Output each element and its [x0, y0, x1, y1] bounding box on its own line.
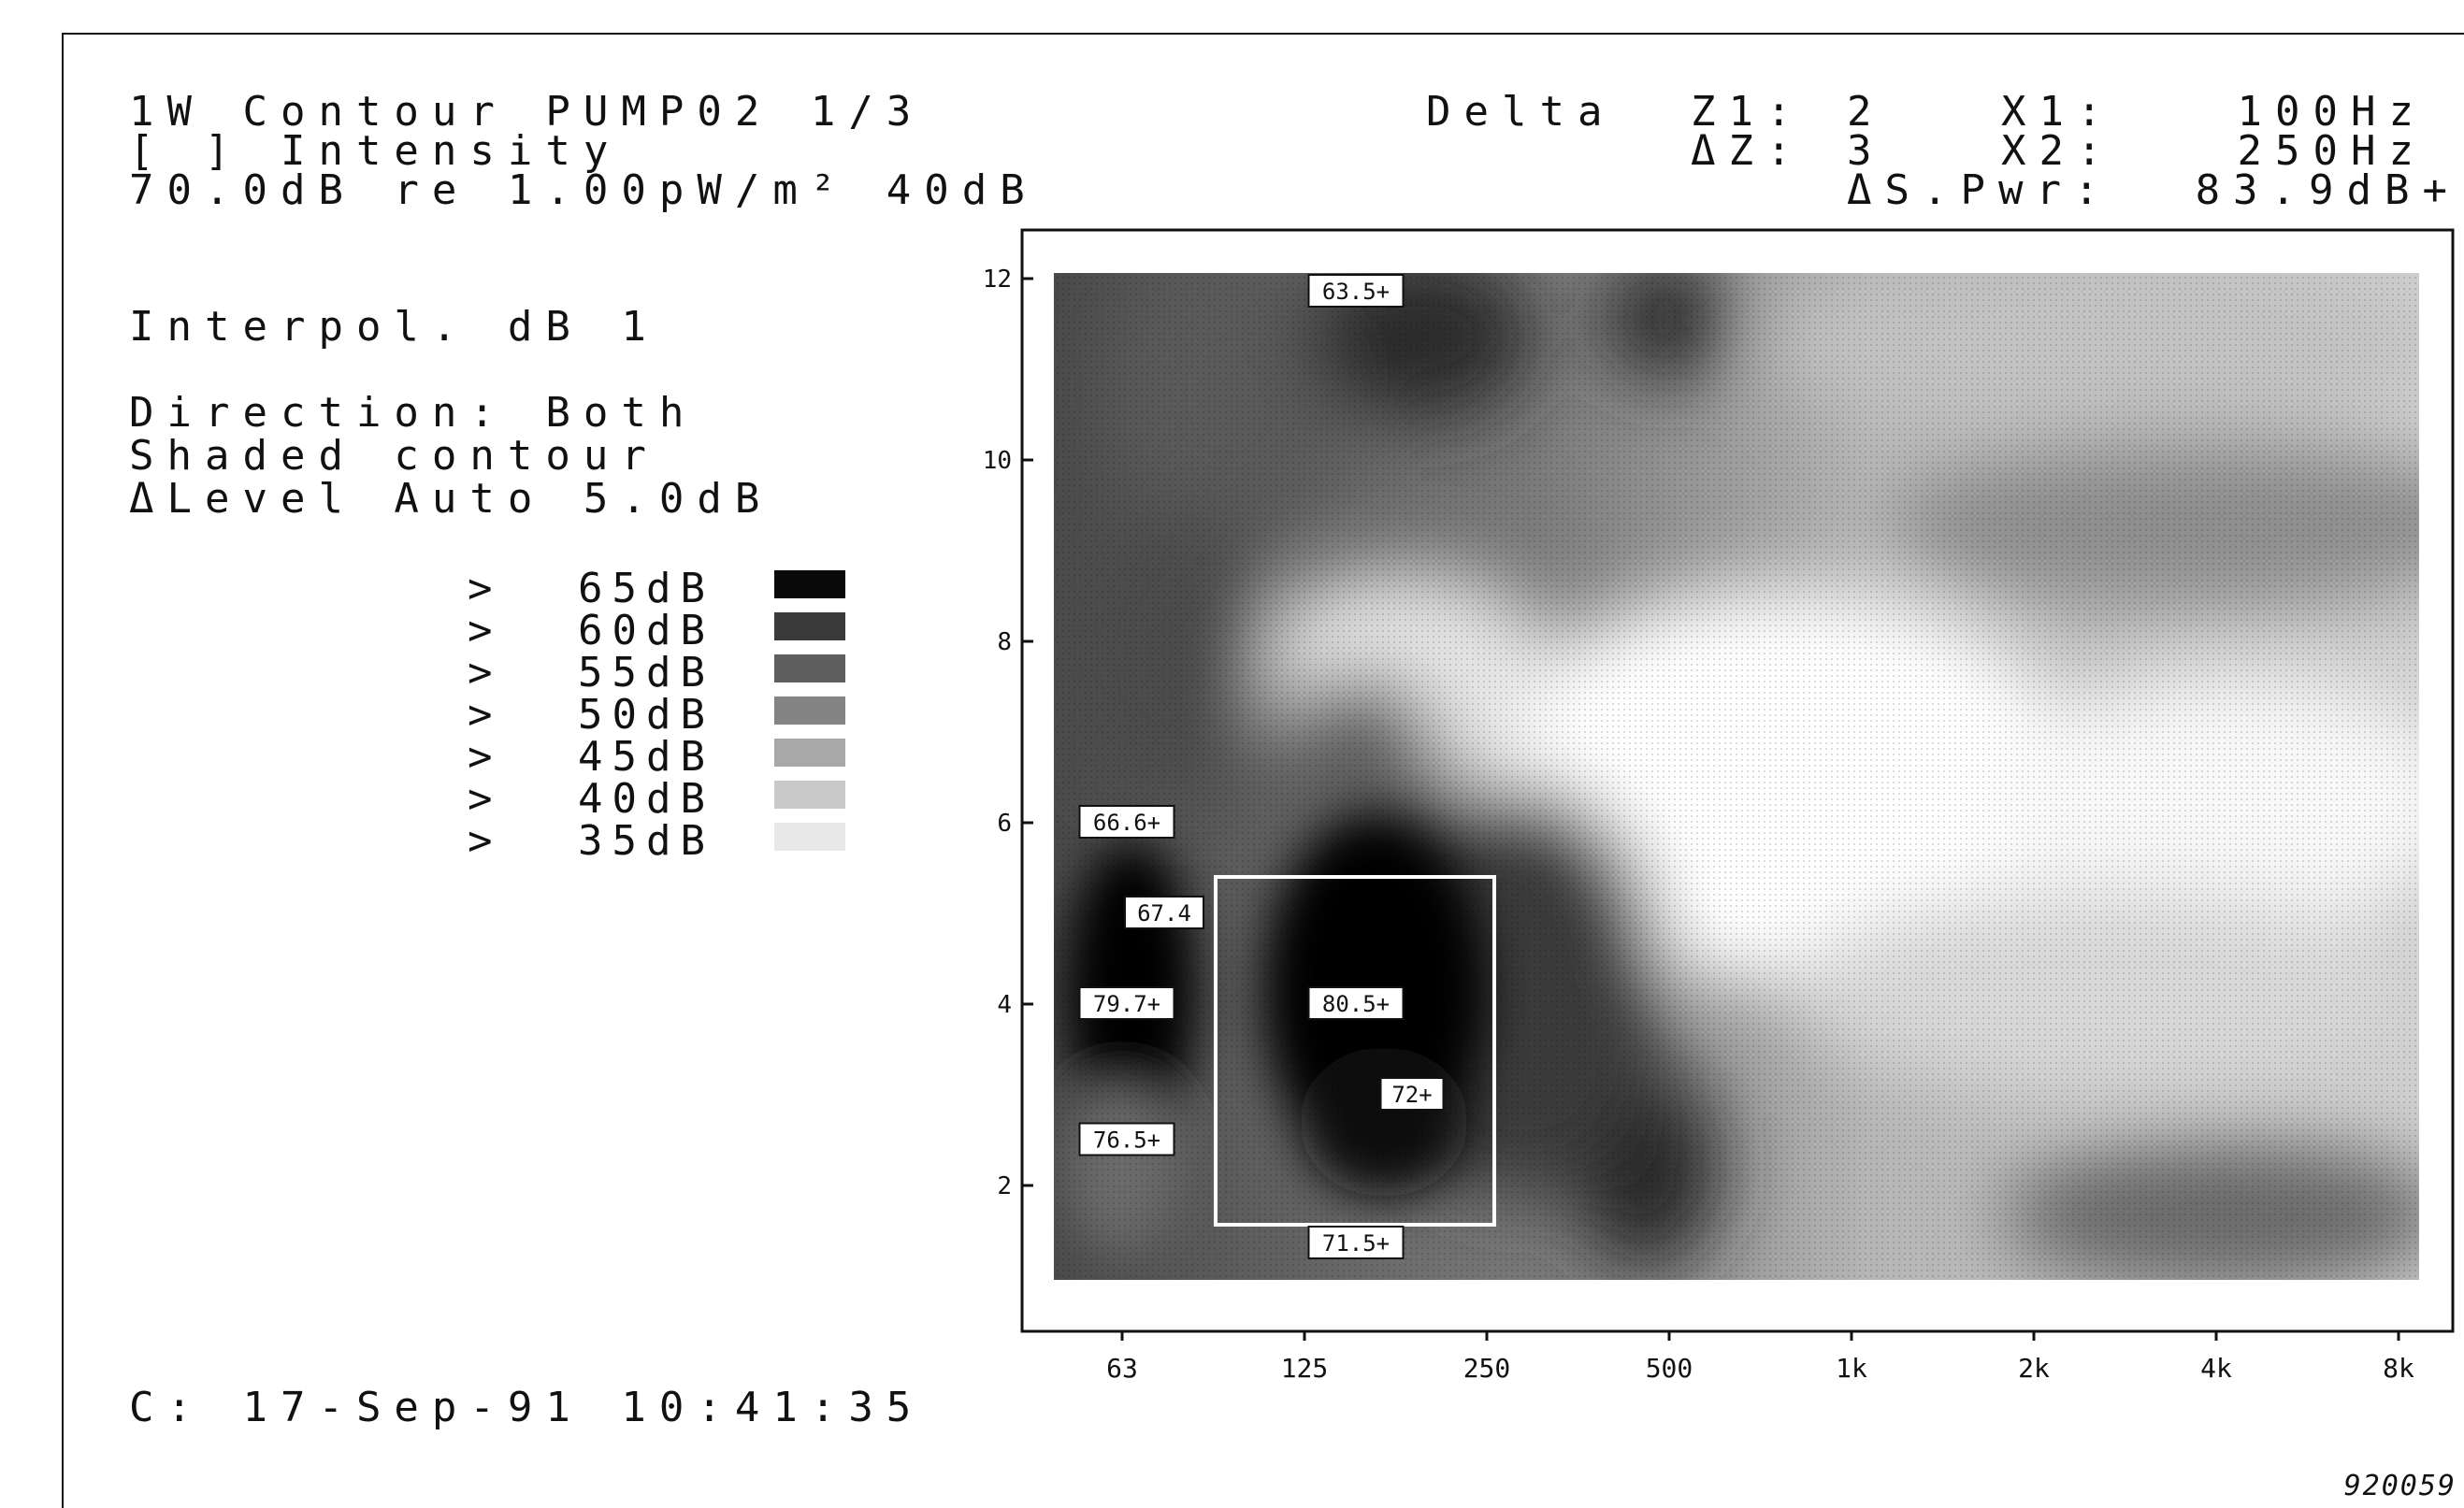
svg-text:72+: 72+: [1391, 1082, 1432, 1108]
y-tick-label: 4: [997, 991, 1012, 1019]
dz-value: 3: [1847, 127, 1885, 175]
cell-label: 79.7+: [1078, 986, 1175, 1020]
z1-value: 2: [1847, 88, 1885, 136]
x1-label: X1:: [2001, 88, 2115, 136]
legend-level-label: 60dB: [578, 607, 714, 654]
svg-text:80.5+: 80.5+: [1322, 991, 1390, 1017]
legend-swatch: [774, 781, 845, 809]
legend-swatch: [774, 570, 845, 598]
x2-value: 250Hz: [2237, 127, 2427, 175]
header-title: 1W Contour PUMP02 1/3: [129, 88, 925, 136]
cell-labels: 63.5+ 66.6+ 67.4 79.7+ 80.5+ 72+ 76.5+ 71.5+: [1078, 274, 1445, 1259]
x-axis: 63 125 250 500 1k 2k 4k 8k: [1106, 1331, 2414, 1384]
legend-marker: >: [468, 691, 502, 739]
y-tick-label: 10: [983, 447, 1012, 475]
legend-swatch: [774, 823, 845, 851]
x-tick-label: 4k: [2200, 1353, 2232, 1384]
shading-setting: Shaded contour: [129, 432, 659, 480]
x-tick-label: 1k: [1836, 1353, 1867, 1384]
x-tick-label: 2k: [2018, 1353, 2050, 1384]
x-tick-label: 250: [1463, 1353, 1511, 1384]
legend-swatch: [774, 739, 845, 767]
svg-text:71.5+: 71.5+: [1322, 1230, 1390, 1257]
legend-level-label: 35dB: [578, 817, 714, 865]
y-tick-label: 6: [997, 810, 1012, 838]
level-setting: ΔLevel Auto 5.0dB: [129, 475, 773, 523]
svg-text:67.4: 67.4: [1137, 900, 1191, 926]
legend-marker: >: [468, 565, 502, 612]
spwr-label: ΔS.Pwr:: [1847, 166, 2112, 214]
cell-label: 80.5+: [1307, 986, 1405, 1020]
legend-marker: >: [468, 607, 502, 654]
y-tick-label: 12: [983, 266, 1012, 294]
legend-swatch: [774, 697, 845, 725]
x-tick-label: 8k: [2383, 1353, 2414, 1384]
report-frame: [62, 33, 2464, 1508]
cell-label: 71.5+: [1307, 1226, 1405, 1259]
timestamp: C: 17-Sep-91 10:41:35: [129, 1384, 925, 1431]
legend-level-label: 40dB: [578, 775, 714, 823]
cell-label: 67.4: [1124, 896, 1204, 929]
legend-level-label: 65dB: [578, 565, 714, 612]
x-tick-label: 63: [1106, 1353, 1138, 1384]
direction-setting: Direction: Both: [129, 389, 698, 437]
selection-box: [1214, 875, 1496, 1227]
header-reference: 70.0dB re 1.00pW/m² 40dB: [129, 166, 1038, 214]
y-tick-label: 2: [997, 1172, 1012, 1200]
legend-marker: >: [468, 733, 502, 781]
legend-level-label: 55dB: [578, 649, 714, 697]
legend-marker: >: [468, 649, 502, 697]
legend-level-label: 50dB: [578, 691, 714, 739]
cell-label: 66.6+: [1078, 805, 1175, 839]
interpol-setting: Interpol. dB 1: [129, 303, 659, 351]
dz-label: ΔZ:: [1691, 127, 1805, 175]
svg-text:63.5+: 63.5+: [1322, 279, 1390, 305]
figure-id: 920059: [2343, 1470, 2457, 1502]
svg-text:66.6+: 66.6+: [1093, 810, 1160, 836]
legend-marker: >: [468, 775, 502, 823]
contour-field: [1054, 273, 2419, 1280]
delta-label: Delta: [1426, 88, 1616, 136]
cell-label: 63.5+: [1307, 274, 1405, 308]
header-quantity: [ ] Intensity: [129, 127, 622, 175]
svg-text:79.7+: 79.7+: [1093, 991, 1160, 1017]
spwr-value: 83.9dB+: [2195, 166, 2460, 214]
legend-swatch: [774, 654, 845, 682]
cell-label: 76.5+: [1078, 1122, 1175, 1156]
svg-text:76.5+: 76.5+: [1093, 1127, 1160, 1154]
legend-marker: >: [468, 817, 502, 865]
legend-swatch: [774, 612, 845, 640]
x-tick-label: 125: [1281, 1353, 1329, 1384]
z1-label: Z1:: [1691, 88, 1805, 136]
x-tick-label: 500: [1646, 1353, 1693, 1384]
y-axis: 2 4 6 8 10 12: [983, 266, 1033, 1200]
cell-label: 72+: [1379, 1077, 1445, 1111]
x2-label: X2:: [2001, 127, 2115, 175]
y-tick-label: 8: [997, 628, 1012, 656]
x1-value: 100Hz: [2237, 88, 2427, 136]
legend-level-label: 45dB: [578, 733, 714, 781]
